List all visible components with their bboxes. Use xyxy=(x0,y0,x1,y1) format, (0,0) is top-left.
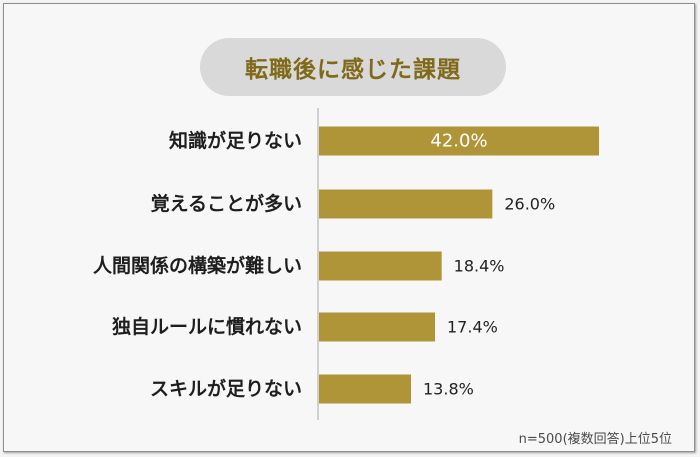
bar xyxy=(319,189,493,219)
bars xyxy=(319,126,599,404)
bar xyxy=(319,374,411,404)
value-label: 17.4% xyxy=(447,318,498,337)
value-label: 18.4% xyxy=(454,257,505,276)
bar xyxy=(319,126,599,156)
chart-title: 転職後に感じた課題 xyxy=(200,38,506,96)
category-labels: 知識が足りない覚えることが多い人間関係の構築が難しい独自ルールに慣れないスキルが… xyxy=(93,129,302,400)
value-label: 26.0% xyxy=(504,195,555,214)
category-label: 独自ルールに慣れない xyxy=(112,315,302,338)
category-label: スキルが足りない xyxy=(150,377,302,400)
category-label: 覚えることが多い xyxy=(151,192,302,215)
bar xyxy=(319,251,442,281)
value-label: 42.0% xyxy=(430,131,487,152)
value-labels: 42.0% 26.0% 18.4% 17.4% 13.8% xyxy=(423,131,555,399)
bar xyxy=(319,312,435,342)
value-label: 13.8% xyxy=(423,380,474,399)
sample-note: n=500(複数回答)上位5位 xyxy=(518,432,672,447)
category-label: 知識が足りない xyxy=(169,129,302,152)
category-label: 人間関係の構築が難しい xyxy=(93,254,302,277)
